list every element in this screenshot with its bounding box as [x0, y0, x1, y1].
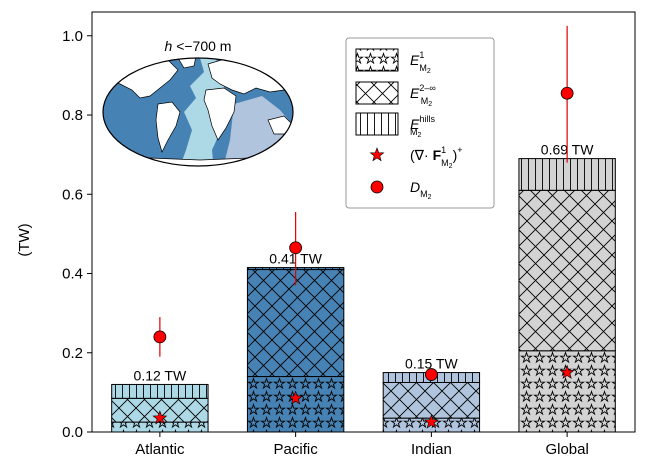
legend-label: (∇· F1 M2)+: [410, 145, 463, 170]
dissipation-point-atlantic: [153, 330, 167, 344]
inset-map: h <−700 m: [102, 38, 294, 167]
bar-global-E_M2_2inf: [518, 189, 616, 352]
legend-label: DM2: [410, 179, 432, 201]
dissipation-point-indian: [424, 368, 438, 381]
bar-pacific-E_M2_2inf: [246, 269, 345, 378]
x-tick-label-global: Global: [545, 441, 588, 458]
legend-item-E_M2_hills: Ehills M2: [355, 112, 435, 139]
legend-swatch: [355, 81, 399, 105]
inset-map-title: h <−700 m: [165, 38, 232, 54]
bar-indian-E_M2_2inf: [382, 381, 481, 419]
y-tick-label: 0.8: [62, 107, 83, 124]
markers-layer: 0.12 TW0.41 TW0.15 TW0.69 TW: [134, 25, 594, 429]
map-south-america: [155, 101, 181, 153]
axes: 0.0 0.2 0.4 0.6 0.8 1.0 Atlantic Pacific Indian G…: [62, 28, 589, 458]
map-outline: [102, 57, 294, 167]
x-tick-label-pacific: Pacific: [274, 441, 319, 458]
x-tick-label-indian: Indian: [411, 441, 452, 458]
legend-frame: [345, 37, 495, 209]
y-tick-label: 0.0: [62, 424, 83, 441]
plot-frame: [91, 11, 636, 433]
divergence-star-indian: [423, 414, 439, 429]
legend-item-E_M2_2inf: E2–∞ M2: [355, 81, 436, 108]
bar-global-E_M2_1: [518, 350, 616, 433]
legend-swatch: [355, 112, 399, 136]
legend: E1 M2 E2–∞ M2 Ehills M2 (∇· F1 M2)+ DM2: [345, 37, 495, 209]
y-tick-label: 0.6: [62, 186, 83, 203]
y-axis-label: (TW): [16, 223, 33, 256]
bars-layer: [111, 158, 616, 433]
legend-label: E1 M2: [410, 50, 431, 75]
bar-pacific-E_M2_1: [246, 376, 345, 433]
y-tick-label: 0.4: [62, 266, 83, 283]
legend-label: Ehills M2: [410, 114, 435, 139]
y-tick-label: 0.2: [62, 345, 83, 362]
bar-atlantic-E_M2_hills: [111, 383, 209, 399]
x-tick-label-atlantic: Atlantic: [135, 441, 185, 458]
legend-item-E_M2_1: E1 M2: [355, 48, 431, 75]
legend-label: E2–∞ M2: [410, 83, 436, 108]
divergence-star-global: [559, 364, 575, 379]
bar-atlantic-E_M2_1: [111, 421, 209, 433]
total-label-indian: 0.15 TW: [405, 356, 458, 372]
legend-item-divF: (∇· F1 M2)+: [369, 145, 463, 170]
legend-star-marker: [369, 147, 385, 162]
bar-global-E_M2_hills: [518, 158, 616, 191]
y-tick-label: 1.0: [62, 28, 83, 45]
divergence-star-atlantic: [152, 410, 168, 425]
divergence-star-pacific: [288, 390, 304, 405]
dissipation-point-pacific: [289, 241, 303, 255]
legend-circle-marker: [370, 180, 384, 194]
dissipation-point-global: [560, 86, 574, 100]
map-antarctica: [103, 157, 293, 166]
total-label-atlantic: 0.12 TW: [134, 367, 187, 383]
legend-swatch: [355, 48, 399, 72]
legend-item-D_M2: DM2: [370, 179, 432, 201]
map-africa: [203, 87, 237, 141]
map-atlantic-basin: [168, 58, 226, 166]
